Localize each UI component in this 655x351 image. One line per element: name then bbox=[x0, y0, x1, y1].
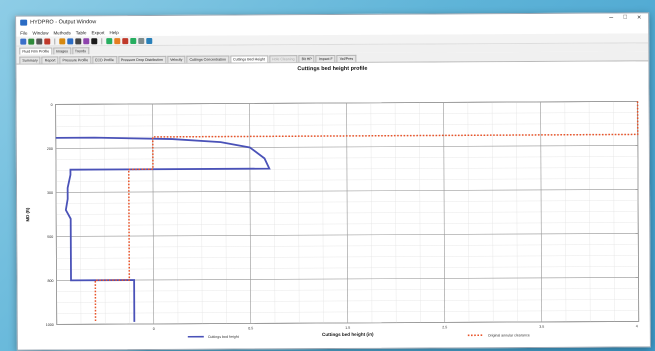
menu-item-file[interactable]: File bbox=[20, 30, 28, 36]
series-line-cuttings-bed-height bbox=[55, 136, 271, 322]
grid-line-major bbox=[346, 102, 349, 323]
toolbar-separator bbox=[54, 37, 56, 44]
x-tick-label: 0 bbox=[153, 327, 155, 331]
grid-icon[interactable] bbox=[75, 37, 82, 44]
grid-line-major bbox=[56, 233, 639, 237]
run-icon[interactable] bbox=[130, 37, 137, 44]
app-icon bbox=[20, 19, 28, 26]
tab-pressure-profile[interactable]: Pressure Profile bbox=[59, 56, 92, 64]
open-icon[interactable] bbox=[20, 38, 27, 45]
tab-cuttings-bed-height[interactable]: Cuttings Bed Height bbox=[229, 55, 269, 63]
menu-item-help[interactable]: Help bbox=[109, 29, 119, 35]
grid-line-major bbox=[56, 321, 639, 325]
maximize-button[interactable]: □ bbox=[623, 14, 627, 21]
legend-label: Cuttings bed height bbox=[208, 335, 239, 339]
save-icon[interactable] bbox=[28, 38, 35, 45]
y-tick-label: 800 bbox=[48, 279, 54, 283]
tab-summary[interactable]: Summary bbox=[19, 56, 41, 64]
x-tick-label: 1.5 bbox=[345, 326, 350, 330]
color-icon[interactable] bbox=[91, 37, 98, 44]
minimize-button[interactable]: – bbox=[609, 14, 614, 22]
grid-line-major bbox=[56, 189, 639, 193]
copy-icon[interactable] bbox=[44, 37, 51, 45]
tab-pressure-drop-distribution[interactable]: Pressure Drop Distribution bbox=[117, 55, 167, 64]
tab-bit-hp[interactable]: Bit HP bbox=[298, 55, 315, 63]
menu-item-methods[interactable]: Methods bbox=[53, 29, 71, 35]
y-tick-label: 200 bbox=[47, 147, 53, 151]
tab-impact-f[interactable]: Impact F bbox=[315, 54, 336, 63]
chart-icon[interactable] bbox=[106, 37, 113, 44]
grid-line-major bbox=[56, 277, 639, 281]
menu-item-table[interactable]: Table bbox=[75, 29, 87, 35]
x-tick-label: 4 bbox=[636, 324, 638, 328]
grid-line-major bbox=[637, 101, 640, 322]
delete-icon[interactable] bbox=[122, 37, 129, 44]
menu-item-window[interactable]: Window bbox=[32, 29, 49, 36]
x-axis-label: Cuttings bed height (in) bbox=[322, 332, 374, 337]
print-icon[interactable] bbox=[36, 38, 43, 45]
y-tick-label: 0 bbox=[51, 103, 53, 107]
info-icon[interactable] bbox=[146, 37, 153, 44]
cuttings-bed-chart: 0 0.5 1.5 2.5 3.5 4 0 200 300 500 800 1000 Cuttings … bbox=[25, 101, 640, 339]
legend-label: Original annular clearance bbox=[488, 333, 530, 337]
grid-line-major bbox=[55, 101, 638, 105]
close-button[interactable]: × bbox=[637, 14, 642, 22]
y-axis-label: MD (ft) bbox=[25, 207, 30, 221]
table-icon[interactable] bbox=[83, 37, 90, 44]
grid-line-major bbox=[249, 103, 252, 324]
grid-line-major bbox=[443, 102, 446, 323]
edit-icon[interactable] bbox=[114, 37, 121, 44]
toolbar-separator bbox=[101, 37, 103, 44]
grid-line-major bbox=[55, 104, 58, 325]
tab-velocity[interactable]: Velocity bbox=[167, 55, 186, 63]
x-tick-label: 3.5 bbox=[539, 325, 544, 329]
window-title: HYDPRO - Output Window bbox=[30, 19, 97, 26]
x-tick-label: 0.5 bbox=[248, 326, 253, 330]
chart-area: Cuttings bed height profile 0 0.5 1.5 2.5 3.… bbox=[16, 61, 650, 350]
y-tick-label: 300 bbox=[47, 191, 53, 195]
output-window: HYDPRO - Output Window – □ × File Window M… bbox=[15, 12, 651, 351]
export-icon[interactable] bbox=[59, 37, 66, 44]
tab-vel-pres[interactable]: Vel/Pres bbox=[336, 54, 357, 62]
grid-line-major bbox=[540, 101, 543, 322]
x-tick-label: 2.5 bbox=[442, 325, 447, 329]
tab-hole-cleaning[interactable]: Hole Cleaning bbox=[268, 55, 298, 63]
tab-report[interactable]: Report bbox=[41, 56, 59, 64]
menu-item-export[interactable]: Export bbox=[91, 29, 105, 35]
tab-ecd-profile[interactable]: ECD Profile bbox=[92, 56, 117, 64]
y-tick-label: 500 bbox=[47, 235, 53, 239]
tab-cuttings-concentration[interactable]: Cuttings Concentration bbox=[186, 55, 230, 63]
stop-icon[interactable] bbox=[138, 37, 145, 44]
zoom-icon[interactable] bbox=[67, 37, 74, 44]
y-tick-label: 1000 bbox=[46, 323, 54, 327]
